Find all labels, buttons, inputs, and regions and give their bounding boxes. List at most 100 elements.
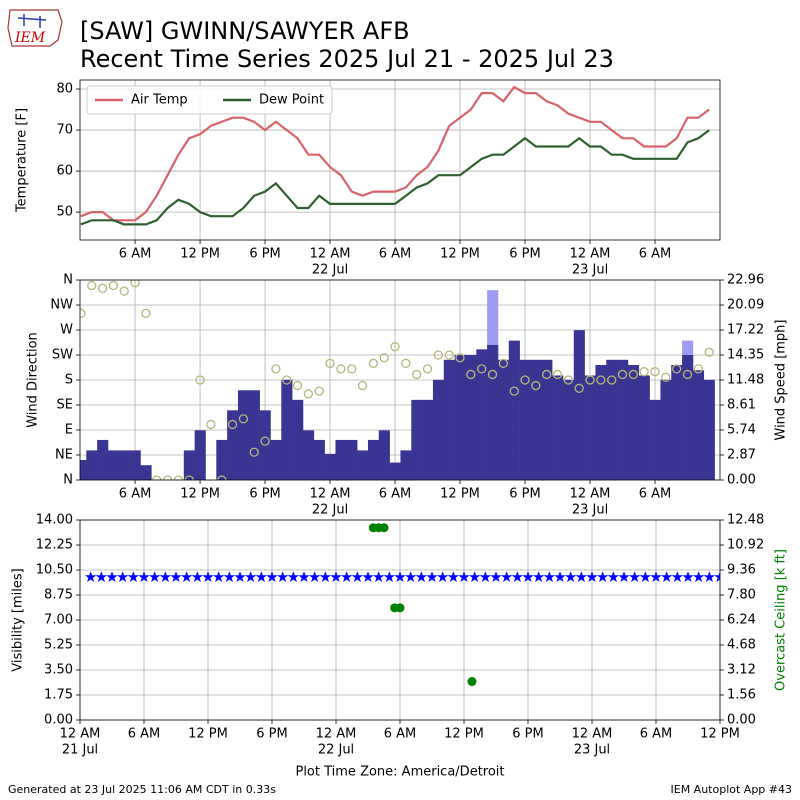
circle-point [520,375,530,385]
dot-point [379,523,389,533]
star-point [586,571,598,582]
star-point [234,571,246,582]
bar [389,462,401,480]
circle-point [617,369,628,380]
bar [595,365,607,480]
x-tick-label: 12 PM [440,487,480,502]
circle-point [97,283,108,293]
star-point [341,571,353,582]
star-point [191,571,203,582]
y-tick-label: S [65,373,73,388]
x-tick-label: 6 AM [119,247,152,262]
circle-point [639,367,649,377]
circle-point [347,364,357,374]
star-point [362,571,374,582]
circle-point [390,342,400,352]
title: [SAW] GWINN/SAWYER AFB [80,17,410,45]
y2-tick-label: 14.35 [727,348,764,363]
star-point [330,571,342,582]
bar [281,379,293,480]
axes-frame [79,79,721,241]
y-axis-label: Visibility [miles] [11,568,26,671]
y2-tick-label: 5.74 [727,423,756,438]
circle-point [650,367,660,377]
circle-point [693,364,703,374]
star-point [405,571,417,582]
star-point [458,571,470,582]
y-tick-label: W [60,323,73,338]
bar [80,459,87,480]
dot-point [395,603,405,613]
y-tick-label: 3.50 [44,663,73,678]
star-point [170,571,182,582]
circle-point [227,419,238,430]
bar [292,399,304,480]
star-point [255,571,267,582]
x-tick-label: 6 PM [256,727,287,742]
x-tick-label: 12 PM [440,247,480,262]
star-point [127,571,139,582]
star-point [554,571,566,582]
y-tick-label: 12.25 [36,538,73,553]
star-point [223,571,235,582]
circle-point [628,369,638,380]
bar [638,375,650,480]
y2-tick-label: 0.00 [727,713,756,728]
x-tick-label: 6 AM [384,727,417,742]
x-tick-label: 12 AM [570,247,611,262]
y2-tick-label: 20.09 [727,298,764,313]
circle-point [195,375,205,385]
logo-text: IEM [14,30,46,46]
date-label: 22 Jul [312,503,348,518]
y-tick-label: 50 [56,205,73,220]
y2-tick-label: 0.00 [727,473,756,488]
bar [465,355,477,480]
circle-point [672,364,682,374]
y2-tick-label: 7.80 [727,588,756,603]
y-tick-label: 70 [56,123,73,138]
circle-point [509,386,519,396]
star-point [159,571,171,582]
circle-point [271,364,281,374]
bar [692,370,705,480]
bar [302,430,315,480]
bar [248,390,260,480]
bar [357,450,369,480]
bar [324,453,336,480]
x-tick-label: 6 AM [119,487,152,502]
x-tick-label: 12 AM [60,727,101,742]
star-point [682,571,694,582]
y-tick-label: 10.50 [36,563,73,578]
bar [530,359,542,480]
bar [682,355,694,480]
bar [86,450,98,480]
circle-point [336,364,346,374]
bar [562,379,575,480]
star-point [106,571,118,582]
y-tick-label: SW [52,348,73,363]
bar [270,439,282,480]
star-point [149,571,161,582]
y-tick-label: 5.25 [44,638,73,653]
circle-point [314,386,324,396]
y-tick-label: 8.75 [44,588,73,603]
bar [422,399,434,480]
star-point [447,571,459,582]
star-point [394,571,406,582]
star-point [618,571,630,582]
circle-point [152,475,162,480]
y-tick-label: 80 [56,82,73,97]
y2-tick-label: 6.24 [727,613,756,628]
y-tick-label: 7.00 [44,613,73,628]
star-point [511,571,523,582]
bar [487,344,499,480]
x-tick-label: 12 AM [570,487,611,502]
bar [627,365,640,480]
star-point [714,571,720,582]
date-label: 22 Jul [318,743,354,758]
star-point [661,571,673,582]
y-tick-label: NE [55,448,73,463]
star-point [565,571,577,582]
x-tick-label: 12 PM [180,247,220,262]
